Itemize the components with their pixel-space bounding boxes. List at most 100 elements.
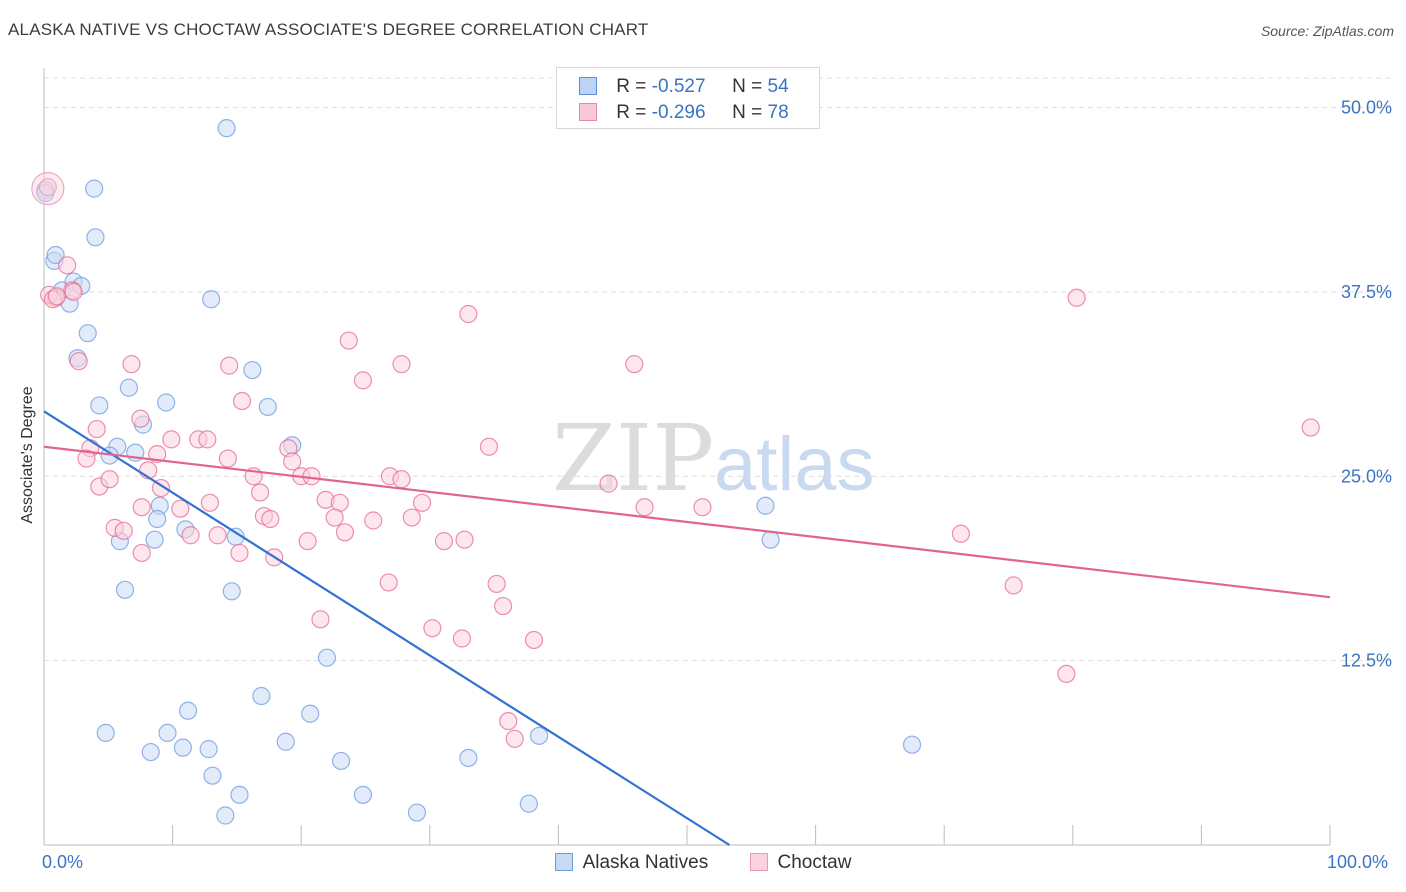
choctaw-point (423, 619, 442, 638)
choctaw-point (524, 630, 544, 650)
legend-n-value: 54 (767, 76, 789, 97)
choctaw-point (635, 498, 654, 517)
alaska-native-point (115, 580, 135, 599)
choctaw-point (339, 331, 358, 350)
legend-row-choctaw: R = -0.296 N = 78 (579, 102, 789, 124)
alaska-native-point (217, 119, 236, 138)
choctaw-point (379, 573, 398, 592)
y-tick-label: 25.0% (1341, 466, 1392, 486)
choctaw-point (353, 371, 373, 390)
choctaw-point (198, 430, 217, 449)
legend-row-alaska: R = -0.527 N = 54 (579, 76, 789, 98)
choctaw-point (392, 355, 411, 374)
alaska-native-point (301, 704, 320, 723)
alaska-native-point (178, 701, 198, 720)
alaska-native-point (407, 803, 427, 822)
choctaw-point (77, 449, 96, 468)
choctaw-point (335, 523, 355, 542)
alaska-native-point (756, 496, 775, 515)
alaska-native-point (317, 648, 337, 667)
choctaw-point (47, 287, 66, 306)
choctaw-point (325, 508, 344, 527)
choctaw-point (250, 483, 270, 502)
watermark-zip: ZIP (552, 405, 714, 512)
alaska-native-point (78, 324, 97, 343)
legend-n-label: N = (732, 76, 763, 97)
choctaw-point (100, 470, 119, 489)
alaska-native-point (216, 806, 235, 825)
choctaw-point (132, 543, 151, 563)
alaska-native-point (141, 742, 160, 762)
choctaw-point (87, 419, 106, 439)
choctaw-cluster-point (31, 172, 65, 206)
alaska-native-point (202, 290, 221, 309)
legend-r-label: R = (616, 76, 647, 97)
alaska-native-point (199, 740, 218, 759)
y-tick-labels: 12.5% 25.0% 37.5% 50.0% (1341, 98, 1392, 671)
alaska-native-point (222, 582, 241, 601)
choctaw-point (283, 452, 302, 471)
choctaw-point (298, 532, 317, 551)
alaska-native-point (158, 723, 177, 743)
legend-item-choctaw[interactable]: Choctaw (749, 852, 852, 874)
alaska-native-point (119, 378, 138, 397)
alaska-native-point (902, 735, 922, 754)
choctaw-point (64, 282, 83, 301)
legend-item-alaska-natives[interactable]: Alaska Natives (554, 852, 708, 874)
alaska-native-point (761, 530, 780, 549)
choctaw-point (364, 511, 383, 530)
choctaw-point (1004, 576, 1023, 595)
choctaw-point (625, 355, 644, 374)
choctaw-point (434, 532, 454, 551)
alaska-native-point (96, 723, 115, 743)
legend-swatch-choctaw (749, 853, 768, 871)
stats-legend: R = -0.527 N = 54 R = -0.296 N = 78 (556, 67, 820, 129)
legend-swatch-alaska (579, 77, 597, 95)
choctaw-point (171, 499, 190, 518)
choctaw-point (132, 498, 151, 517)
choctaw-point (459, 304, 478, 324)
alaska-native-point (90, 396, 109, 415)
y-tick-label: 50.0% (1341, 98, 1392, 118)
legend-label-choctaw: Choctaw (777, 852, 852, 873)
choctaw-point (230, 543, 249, 563)
alaska-native-point (243, 360, 262, 380)
watermark-atlas: atlas (714, 422, 875, 507)
choctaw-point (494, 596, 513, 616)
choctaw-point (122, 355, 141, 374)
y-tick-label: 37.5% (1341, 282, 1392, 302)
alaska-native-point (46, 245, 65, 265)
choctaw-point (452, 629, 472, 648)
alaska-native-point (252, 686, 271, 706)
chart-title: ALASKA NATIVE VS CHOCTAW ASSOCIATE'S DEG… (8, 20, 649, 39)
choctaw-point (114, 521, 133, 540)
choctaw-point (1057, 664, 1076, 684)
choctaw-point (162, 430, 181, 449)
legend-swatch-choctaw (579, 103, 597, 121)
choctaw-point (487, 574, 506, 594)
alaska-native-point (86, 228, 105, 247)
legend-r-label: R = (616, 102, 647, 123)
series-legend: Alaska Natives Choctaw (0, 852, 1406, 874)
choctaw-point (261, 509, 280, 529)
x-tick-label-min: 0.0% (42, 852, 84, 872)
legend-r-value: -0.296 (651, 102, 706, 123)
choctaw-point (599, 474, 618, 493)
x-tick-label-max: 100.0% (1327, 852, 1389, 872)
choctaw-point (1067, 288, 1086, 307)
choctaw-point (218, 449, 237, 468)
legend-n-value: 78 (767, 102, 789, 123)
choctaw-point (311, 610, 330, 629)
alaska-native-point (145, 530, 164, 549)
choctaw-point (220, 356, 239, 375)
alaska-native-point (353, 785, 373, 804)
alaska-native-trend-line (43, 410, 731, 846)
legend-swatch-alaska-natives (554, 853, 573, 871)
data-points (31, 119, 1320, 825)
legend-r-value: -0.527 (651, 76, 706, 97)
choctaw-point (232, 391, 252, 411)
alaska-native-point (148, 509, 167, 529)
alaska-native-point (157, 393, 176, 412)
legend-n-label: N = (732, 102, 763, 123)
y-axis-label: Associate's Degree (19, 386, 36, 524)
